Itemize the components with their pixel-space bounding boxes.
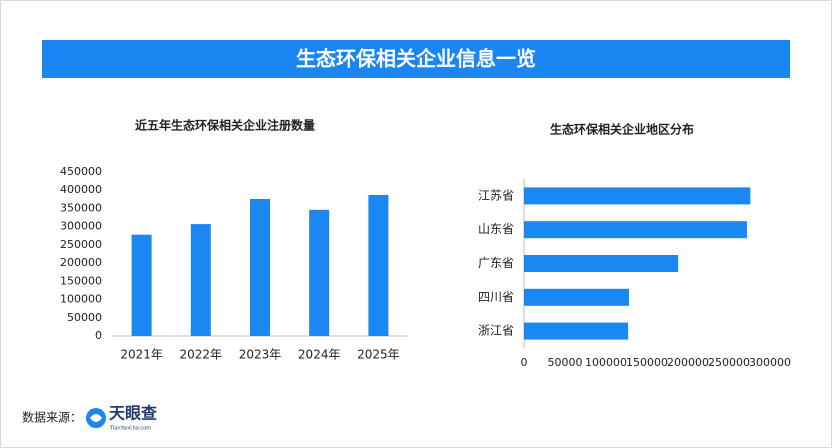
logo-eye <box>90 414 102 422</box>
x-tick-label: 50000 <box>548 356 583 369</box>
x-tick-label: 300000 <box>749 356 791 369</box>
x-tick-label: 2023年 <box>239 348 282 362</box>
y-tick-label: 浙江省 <box>478 324 514 338</box>
logo-url: TianYanCha.com <box>109 426 151 432</box>
y-tick-label: 江苏省 <box>478 188 514 202</box>
banner-title: 生态环保相关企业信息一览 <box>296 47 536 71</box>
y-tick-label: 150000 <box>60 274 102 287</box>
y-tick-label: 200000 <box>60 256 102 269</box>
x-tick-label: 100000 <box>585 356 627 369</box>
x-tick-label: 2022年 <box>180 348 223 362</box>
x-tick-label: 200000 <box>667 356 709 369</box>
bar <box>190 224 211 336</box>
y-tick-label: 50000 <box>67 311 102 324</box>
y-tick-label: 400000 <box>60 183 102 196</box>
x-tick-label: 2025年 <box>357 348 400 362</box>
bar <box>309 209 330 336</box>
y-tick-label: 300000 <box>60 220 102 233</box>
y-tick-label: 350000 <box>60 201 102 214</box>
y-tick-label: 山东省 <box>478 222 514 236</box>
source-label: 数据来源： <box>22 410 82 425</box>
logo: 天眼查 TianYanCha.com <box>86 404 157 432</box>
chart-title: 生态环保相关企业地区分布 <box>550 122 694 137</box>
x-tick-label: 150000 <box>626 356 668 369</box>
bar <box>131 234 152 336</box>
bar <box>524 221 748 239</box>
bar <box>524 187 751 205</box>
bar <box>524 322 629 340</box>
chart-title: 近五年生态环保相关企业注册数量 <box>135 118 315 133</box>
bar <box>524 255 679 272</box>
logo-name: 天眼查 <box>109 404 157 423</box>
x-tick-label: 2024年 <box>298 348 341 362</box>
bar <box>250 198 270 336</box>
x-tick-label: 2021年 <box>120 348 163 362</box>
y-tick-label: 0 <box>95 329 102 342</box>
bar <box>524 288 629 306</box>
y-tick-label: 四川省 <box>478 290 514 304</box>
banner <box>42 40 790 78</box>
y-tick-label: 广东省 <box>478 256 514 270</box>
x-tick-label: 0 <box>521 356 528 369</box>
x-tick-label: 250000 <box>708 356 750 369</box>
y-tick-label: 100000 <box>60 293 102 306</box>
y-tick-label: 450000 <box>60 165 102 178</box>
y-tick-label: 250000 <box>60 238 102 251</box>
bar <box>368 194 389 336</box>
